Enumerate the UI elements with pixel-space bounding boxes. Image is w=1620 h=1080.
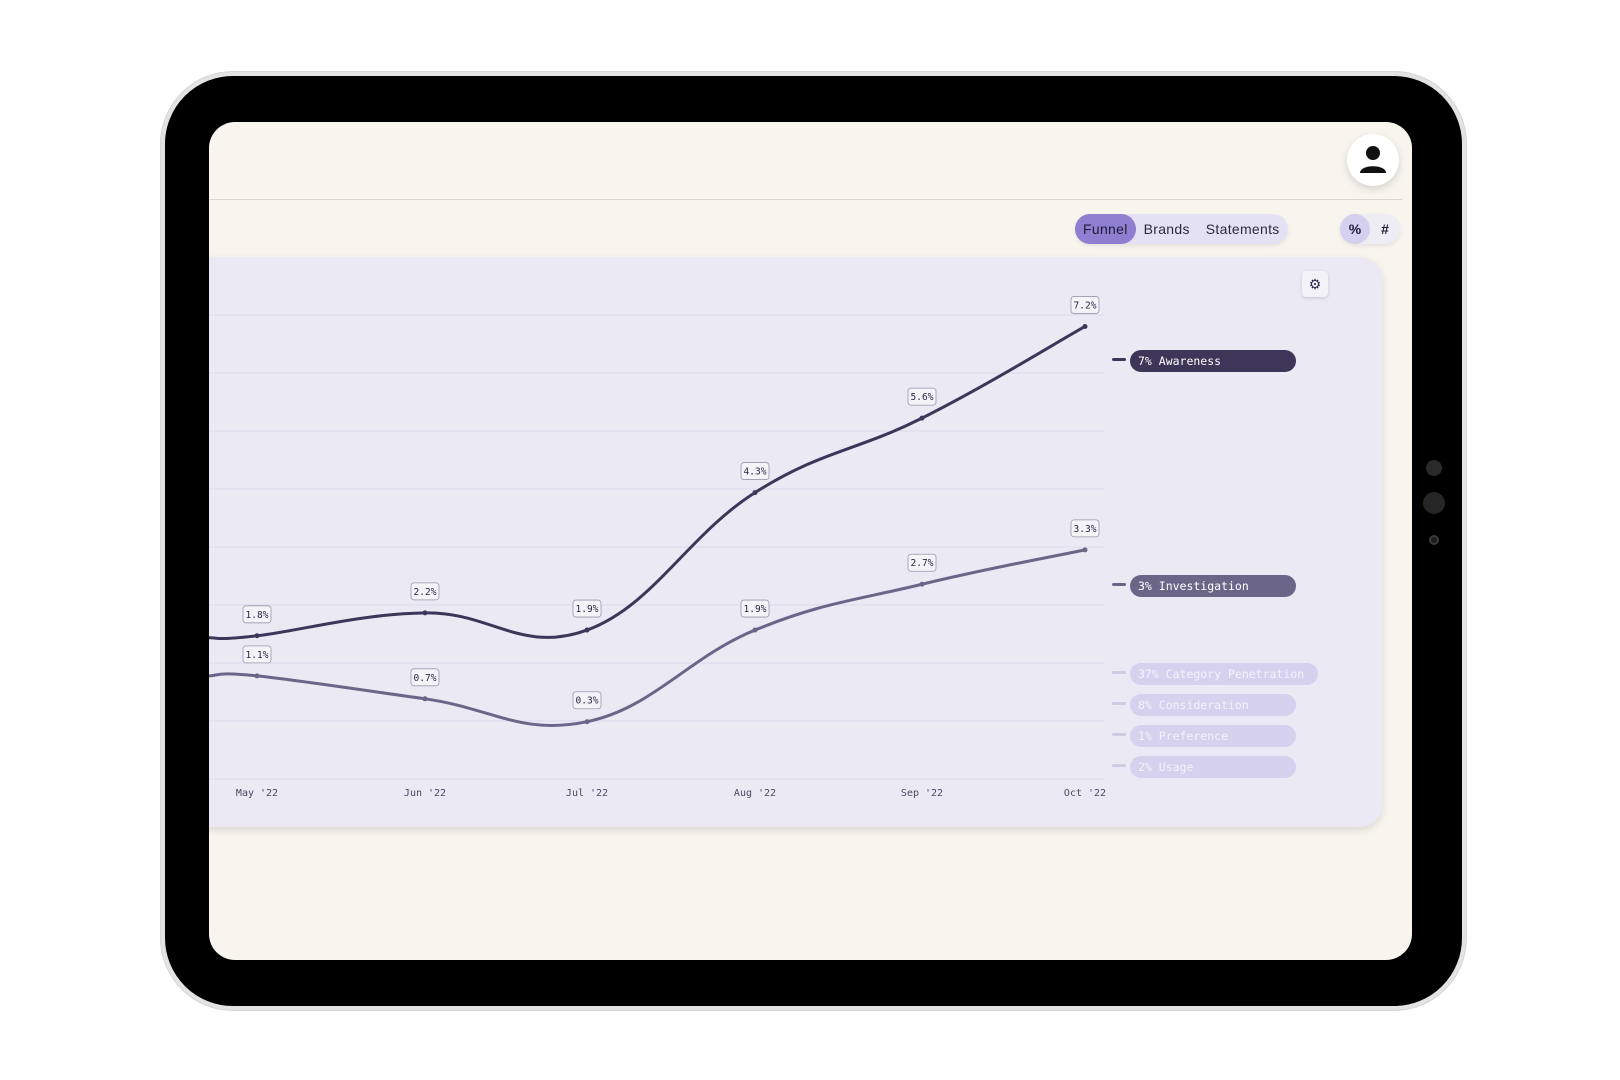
tab-funnel[interactable]: Funnel (1075, 214, 1136, 244)
data-label: 1.1% (246, 650, 269, 661)
data-label: 2.7% (911, 558, 934, 569)
legend-item[interactable]: 1% Preference (1130, 725, 1296, 747)
camera-flash (1429, 535, 1439, 545)
data-point (919, 581, 925, 587)
count-toggle[interactable]: # (1381, 221, 1389, 237)
data-label-box (740, 462, 770, 480)
data-point (422, 610, 428, 616)
legend-marker (1112, 583, 1126, 586)
data-label: 4.3% (744, 467, 767, 478)
legend-item[interactable]: 2% Usage (1130, 756, 1296, 778)
series-line-investigation (209, 548, 1087, 727)
data-label-box (572, 599, 602, 618)
data-label: 0.3% (576, 696, 599, 707)
view-tabs: Funnel Brands Statements (1075, 214, 1288, 244)
legend-item[interactable]: 7% Awareness (1130, 350, 1296, 372)
data-label-box (1070, 519, 1100, 538)
data-label: 3.3% (1074, 524, 1097, 535)
data-point (422, 696, 428, 702)
data-label: 1.9% (576, 604, 599, 615)
user-icon (1360, 146, 1386, 173)
chart-settings-button[interactable]: ⚙ (1302, 271, 1328, 297)
x-tick-label: Jul '22 (566, 788, 608, 799)
data-label: 7.2% (1074, 300, 1097, 311)
user-avatar-button[interactable] (1347, 134, 1399, 186)
header-divider (209, 199, 1402, 200)
app-screen: Funnel Brands Statements % # ⚙ May '22 Ju… (209, 122, 1412, 960)
data-point (254, 633, 260, 639)
data-label: 1.9% (744, 604, 767, 615)
legend-marker (1112, 671, 1126, 674)
data-point (584, 719, 590, 725)
data-label-box (242, 605, 272, 624)
data-label-box (907, 387, 937, 406)
chart-card: ⚙ May '22 Jun '22 Jul '22 Aug '22 Sep '22 Oct… (209, 257, 1382, 827)
unit-toggle: % # (1340, 214, 1400, 244)
tab-statements[interactable]: Statements (1205, 221, 1280, 237)
volume-button (1301, 1007, 1357, 1010)
data-point (919, 415, 925, 421)
legend-marker (1112, 764, 1126, 767)
data-point (254, 673, 260, 679)
percent-toggle[interactable]: % (1340, 214, 1370, 244)
x-tick-label: Jun '22 (404, 788, 446, 799)
legend-marker (1112, 733, 1126, 736)
data-label-box (740, 599, 770, 618)
funnel-line-chart: May '22 Jun '22 Jul '22 Aug '22 Sep '22 Oct '… (209, 296, 1106, 799)
tab-brands[interactable]: Brands (1143, 221, 1190, 237)
legend-item[interactable]: 8% Consideration (1130, 694, 1296, 716)
data-label: 2.2% (414, 587, 437, 598)
data-label: 5.6% (911, 392, 934, 403)
legend-marker (1112, 702, 1126, 705)
x-tick-label: May '22 (236, 788, 278, 799)
data-point (1082, 547, 1088, 553)
x-tick-label: Aug '22 (734, 788, 776, 799)
side-button (1463, 880, 1466, 946)
data-point (1082, 323, 1088, 329)
gear-icon: ⚙ (1308, 276, 1322, 292)
sensor (1426, 460, 1442, 476)
data-label: 1.8% (246, 610, 269, 621)
volume-button (1236, 1007, 1292, 1010)
data-label-box (572, 691, 602, 710)
data-label-box (410, 668, 440, 687)
legend-item[interactable]: 37% Category Penetration (1130, 663, 1318, 685)
x-tick-label: Sep '22 (901, 788, 943, 799)
data-point (752, 627, 758, 633)
legend-item[interactable]: 3% Investigation (1130, 575, 1296, 597)
data-label-box (907, 553, 937, 572)
data-point (752, 490, 758, 496)
data-label: 0.7% (414, 673, 437, 684)
legend-marker (1112, 358, 1126, 361)
data-point (584, 627, 590, 633)
data-label-box (410, 582, 440, 601)
camera-lens (1423, 492, 1445, 514)
data-label-box (1070, 296, 1100, 314)
x-tick-label: Oct '22 (1064, 788, 1106, 799)
data-label-box (242, 645, 272, 664)
